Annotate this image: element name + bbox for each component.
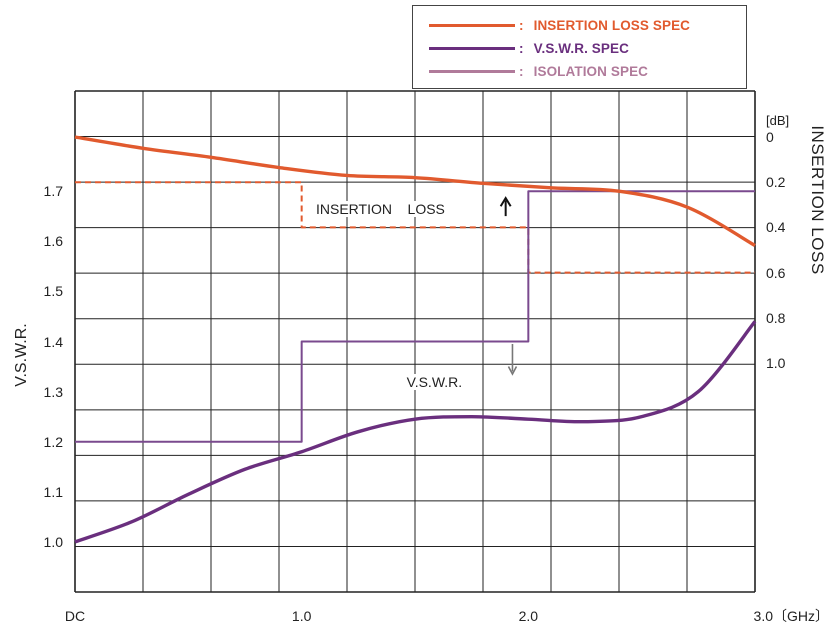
legend-separator: : xyxy=(519,63,524,79)
legend-swatch-vswr-spec xyxy=(429,46,515,50)
y-left-tick-label: 1.1 xyxy=(43,483,63,500)
series-v-s-w-r-spec-line xyxy=(75,190,755,443)
legend-label-insertion-loss-spec: INSERTION LOSS SPEC xyxy=(533,17,691,33)
insertion-loss-arrow-up-head-icon xyxy=(499,196,512,207)
x-tick-label: 2.0 xyxy=(518,608,539,624)
series-v-s-w-r-line xyxy=(74,320,757,544)
y-axis-right-label: INSERTION LOSS xyxy=(808,125,827,275)
y-left-tick-label: 1.3 xyxy=(43,383,63,400)
y-right-tick-label: 0 xyxy=(766,129,774,145)
chart-grid xyxy=(74,90,756,593)
vswr-arrow-down-head-icon xyxy=(507,366,518,376)
chart-series-layer xyxy=(74,135,757,544)
legend-separator: : xyxy=(519,40,524,56)
series-insertion-loss-line xyxy=(74,135,756,247)
y-axis-right-unit: [dB] xyxy=(766,113,790,128)
y-left-tick-label: 1.0 xyxy=(43,533,63,550)
y-left-tick-label: 1.2 xyxy=(43,433,63,450)
legend-item-vswr-spec: : V.S.W.R. SPEC xyxy=(429,39,629,57)
x-tick-label: DC xyxy=(64,608,86,624)
y-right-tick-label: 0.6 xyxy=(766,264,786,281)
y-right-tick-label: 0.2 xyxy=(766,174,786,191)
vswr-annotation: V.S.W.R. xyxy=(403,373,466,390)
legend-swatch-insertion-loss-spec xyxy=(429,23,515,27)
legend-box: : INSERTION LOSS SPEC : V.S.W.R. SPEC : … xyxy=(412,5,747,89)
x-tick-label: 3.0〔GHz〕 xyxy=(753,608,829,624)
y-left-tick-label: 1.7 xyxy=(43,183,63,200)
y-right-tick-label: 1.0 xyxy=(766,355,786,371)
insertion-loss-annotation: INSERTION LOSS xyxy=(313,201,448,218)
legend-separator: : xyxy=(519,17,524,33)
y-axis-left-label: V.S.W.R. xyxy=(13,323,30,387)
x-tick-label: 1.0 xyxy=(291,608,312,624)
y-left-tick-label: 1.5 xyxy=(43,283,63,300)
chart-marks xyxy=(499,196,518,376)
series-insertion-loss-spec-line xyxy=(75,181,755,274)
legend-label-isolation-spec: ISOLATION SPEC xyxy=(533,63,649,79)
legend-swatch-isolation-spec xyxy=(429,69,515,73)
legend-item-insertion-loss-spec: : INSERTION LOSS SPEC xyxy=(429,16,690,34)
y-right-tick-label: 0.4 xyxy=(766,219,786,236)
y-left-tick-label: 1.6 xyxy=(43,233,63,250)
y-right-tick-label: 0.8 xyxy=(766,309,786,326)
y-left-tick-label: 1.4 xyxy=(43,333,63,350)
legend-item-isolation-spec: : ISOLATION SPEC xyxy=(429,62,648,80)
legend-label-vswr-spec: V.S.W.R. SPEC xyxy=(533,40,629,56)
